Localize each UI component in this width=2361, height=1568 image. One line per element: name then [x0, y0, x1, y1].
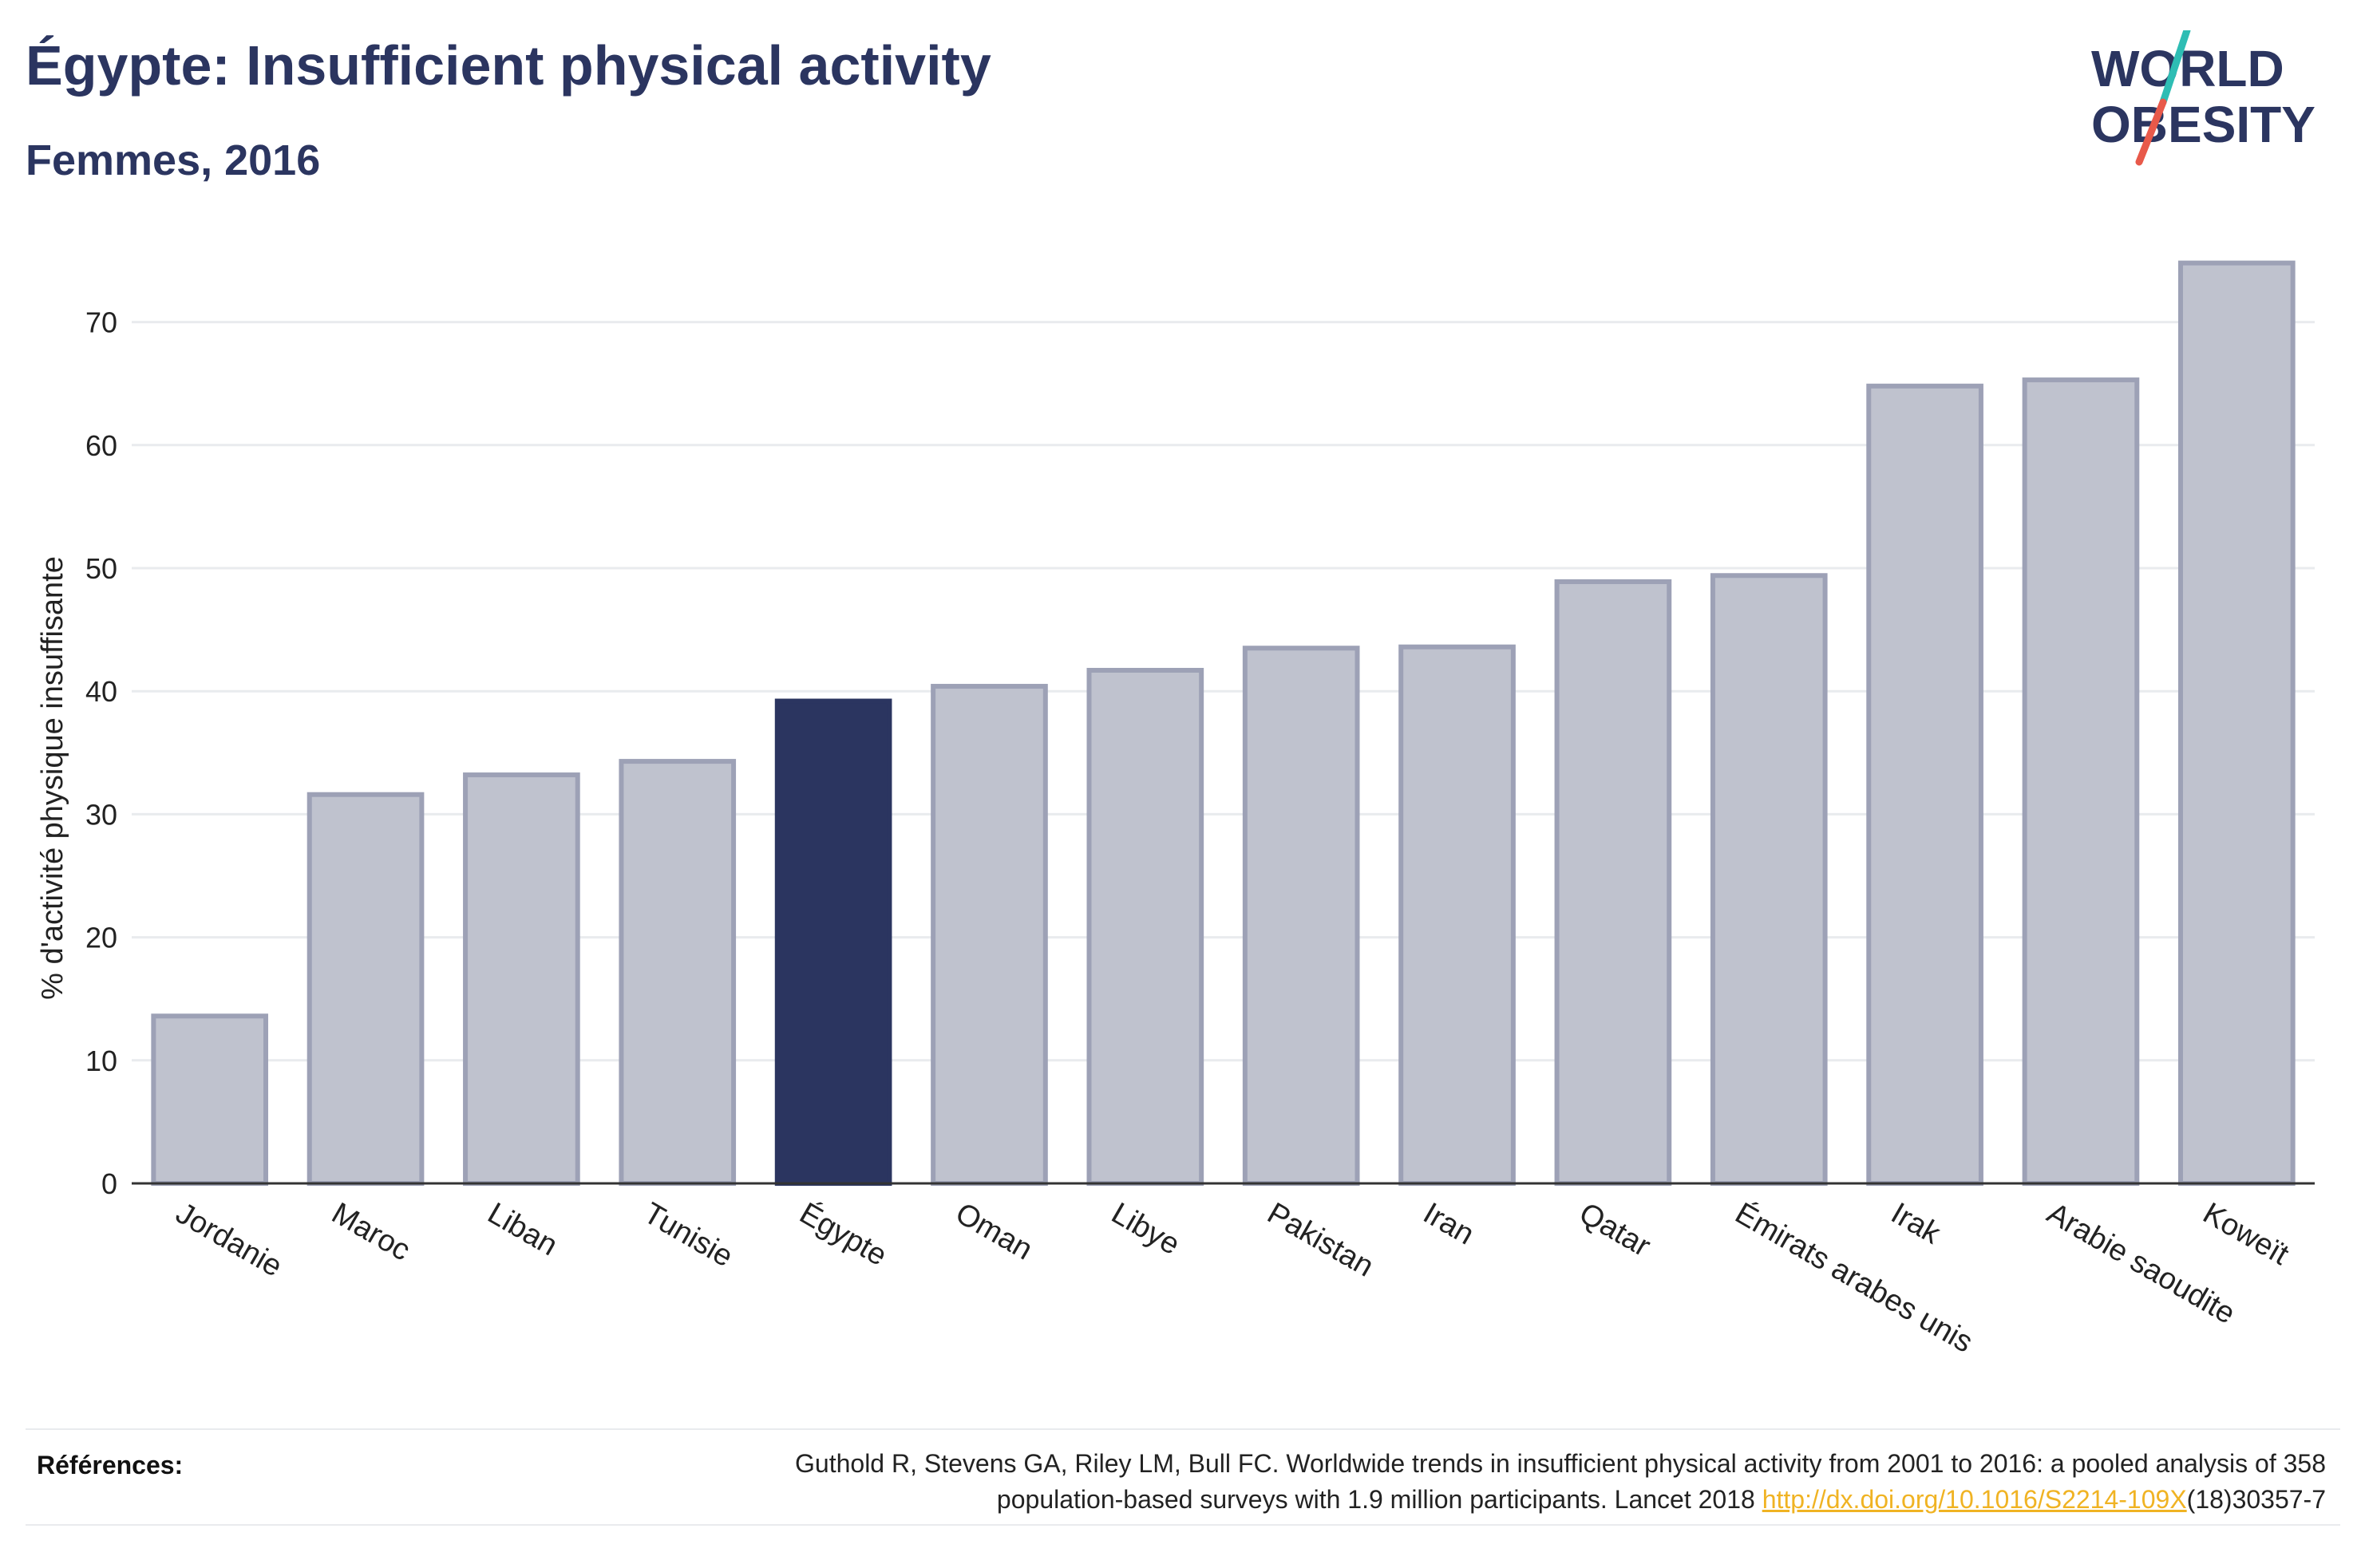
bar-koweït — [2177, 260, 2296, 1187]
references-line-2-start: population-based surveys with 1.9 millio… — [996, 1485, 1762, 1514]
x-tick-label: Qatar — [1573, 1196, 1656, 1263]
x-tick-label: Maroc — [326, 1196, 416, 1267]
bar-libye — [1086, 667, 1204, 1186]
references-line-2: population-based surveys with 1.9 millio… — [570, 1482, 2326, 1518]
bar-arabie-saoudite — [2022, 377, 2140, 1187]
reference-doi-link[interactable]: http://dx.doi.org/10.1016/S2214-109X — [1762, 1485, 2187, 1514]
y-tick-label: 50 — [85, 552, 117, 585]
bar-chart: 0 10 20 30 40 50 60 70 Jordanie Maroc Liban Tunisi… — [36, 260, 2315, 1360]
x-tick-labels: Jordanie Maroc Liban Tunisie Égypte Oman Libye… — [170, 1196, 2295, 1360]
page-subtitle: Femmes, 2016 — [26, 136, 321, 184]
x-tick-label: Libye — [1105, 1196, 1185, 1262]
bar-jordanie — [151, 1013, 269, 1186]
references-label: Références: — [37, 1451, 184, 1479]
x-tick-label: Liban — [482, 1196, 564, 1262]
x-tick-label: Égypte — [794, 1196, 893, 1273]
bar-qatar — [1554, 579, 1672, 1186]
bar-irak — [1866, 383, 1983, 1186]
y-tick-label: 60 — [85, 429, 117, 462]
x-tick-label: Tunisie — [638, 1196, 738, 1274]
logo-slash-red — [2135, 98, 2167, 166]
x-tick-label: Koweït — [2197, 1196, 2295, 1272]
grid-lines — [132, 321, 2315, 1062]
references-top-divider — [26, 1428, 2340, 1430]
y-axis-label: % d'activité physique insuffisante — [36, 556, 69, 1000]
references-line-2-end: (18)30357-7 — [2186, 1485, 2326, 1514]
bar-tunisie — [619, 759, 737, 1186]
y-tick-labels: 0 10 20 30 40 50 60 70 — [85, 306, 117, 1200]
x-tick-label: Oman — [950, 1196, 1038, 1266]
x-tick-label: Irak — [1885, 1196, 1947, 1251]
y-tick-label: 40 — [85, 675, 117, 708]
bar-pakistan — [1242, 646, 1360, 1186]
logo-text-world: WORLD — [2091, 40, 2284, 97]
bars — [151, 260, 2296, 1187]
logo-slash-teal — [2159, 30, 2191, 106]
bar-oman — [931, 684, 1048, 1186]
bar-égypte — [774, 698, 892, 1186]
x-tick-label: Iran — [1418, 1196, 1480, 1251]
x-tick-label: Jordanie — [170, 1196, 287, 1283]
y-tick-label: 20 — [85, 922, 117, 954]
x-tick-label: Pakistan — [1262, 1196, 1379, 1283]
bar-maroc — [306, 792, 425, 1187]
y-tick-label: 30 — [85, 798, 117, 831]
references-line-1: Guthold R, Stevens GA, Riley LM, Bull FC… — [795, 1449, 2326, 1478]
bar-liban — [463, 772, 580, 1187]
references-text: Guthold R, Stevens GA, Riley LM, Bull FC… — [570, 1446, 2326, 1518]
y-tick-label: 10 — [85, 1045, 117, 1077]
y-tick-label: 0 — [101, 1167, 117, 1200]
bar-émirats-arabes-unis — [1710, 573, 1828, 1186]
world-obesity-logo: WORLD OBESITY — [2091, 30, 2316, 166]
references-bottom-divider — [26, 1524, 2340, 1526]
logo-text-obesity: OBESITY — [2091, 96, 2316, 153]
bar-iran — [1398, 644, 1516, 1186]
page-title: Égypte: Insufficient physical activity — [26, 34, 991, 97]
y-tick-label: 70 — [85, 306, 117, 339]
